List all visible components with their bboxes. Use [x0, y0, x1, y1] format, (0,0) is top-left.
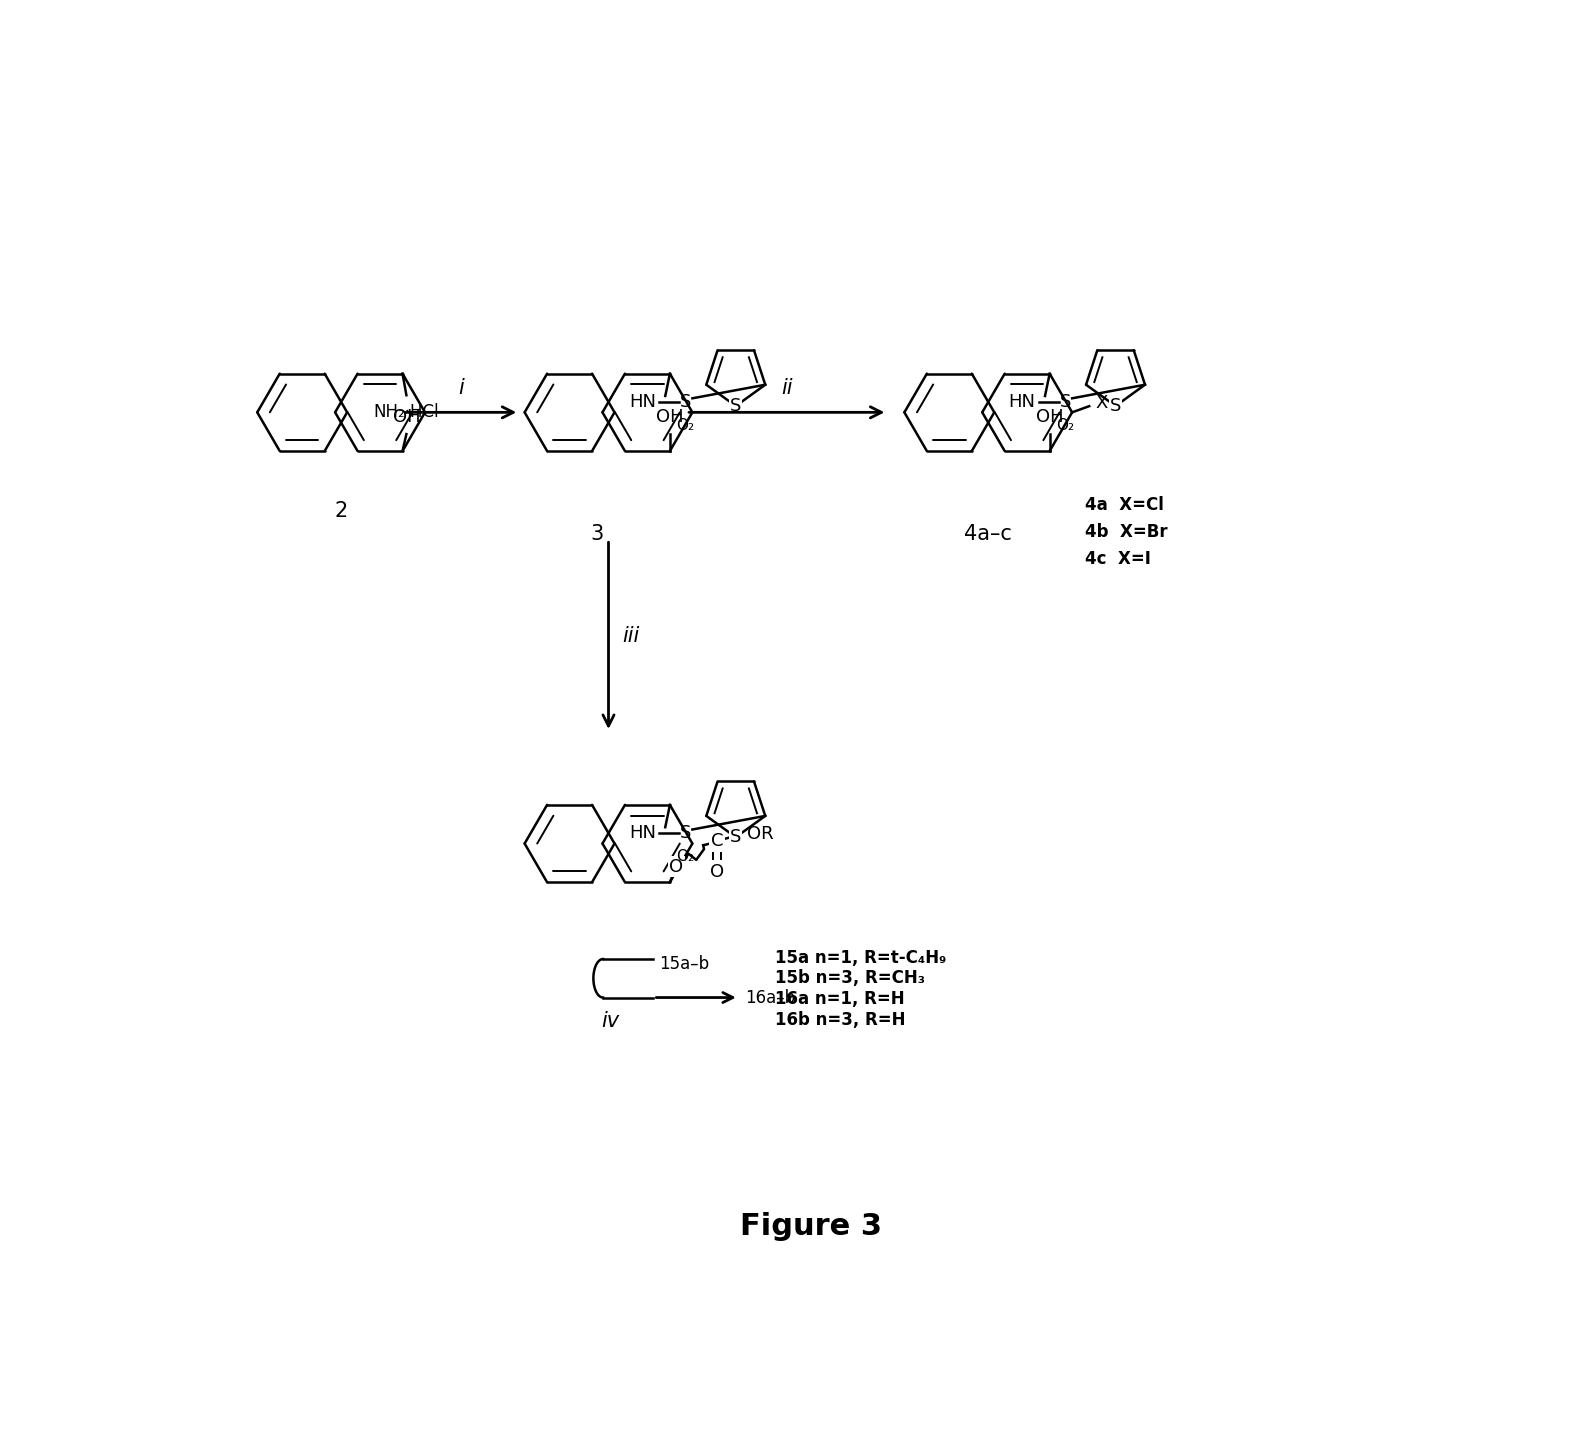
Text: HN: HN — [1009, 394, 1036, 411]
Text: X: X — [1095, 394, 1107, 412]
Text: 4a–c: 4a–c — [965, 524, 1012, 544]
Text: 4a  X=Cl: 4a X=Cl — [1085, 496, 1164, 514]
Text: S: S — [1060, 394, 1071, 411]
Text: 15a–b: 15a–b — [658, 955, 709, 974]
Text: iv: iv — [601, 1011, 620, 1032]
Text: O₂: O₂ — [1057, 418, 1074, 433]
Text: O₂: O₂ — [677, 418, 694, 433]
Text: S: S — [680, 394, 691, 411]
Text: HN: HN — [630, 394, 657, 411]
Text: S: S — [729, 828, 742, 846]
Text: HN: HN — [630, 825, 657, 842]
Text: 15a n=1, R=t-C₄H₉: 15a n=1, R=t-C₄H₉ — [775, 948, 946, 967]
Text: i: i — [459, 379, 464, 398]
Text: 4b  X=Br: 4b X=Br — [1085, 522, 1168, 541]
Text: ii: ii — [782, 379, 793, 398]
Text: O₂: O₂ — [677, 849, 694, 864]
Text: OH: OH — [392, 408, 421, 427]
Text: 2: 2 — [334, 501, 348, 521]
Text: 4c  X=I: 4c X=I — [1085, 550, 1152, 567]
Text: NH₂·HCl: NH₂·HCl — [373, 402, 440, 421]
Text: 15b n=3, R=CH₃: 15b n=3, R=CH₃ — [775, 969, 925, 987]
Text: C: C — [710, 832, 723, 851]
Text: OR: OR — [747, 825, 774, 842]
Text: 3: 3 — [590, 524, 603, 544]
Text: O: O — [669, 858, 683, 875]
Text: S: S — [729, 396, 742, 415]
Text: S: S — [1111, 396, 1122, 415]
Text: 16a–b: 16a–b — [745, 988, 796, 1007]
Text: S: S — [680, 825, 691, 842]
Text: 16a n=1, R=H: 16a n=1, R=H — [775, 990, 905, 1009]
Text: O: O — [710, 862, 725, 881]
Text: OH: OH — [1036, 408, 1063, 427]
Text: OH: OH — [657, 408, 683, 427]
Text: 16b n=3, R=H: 16b n=3, R=H — [775, 1011, 905, 1029]
Text: iii: iii — [622, 625, 639, 645]
Text: Figure 3: Figure 3 — [740, 1211, 881, 1240]
